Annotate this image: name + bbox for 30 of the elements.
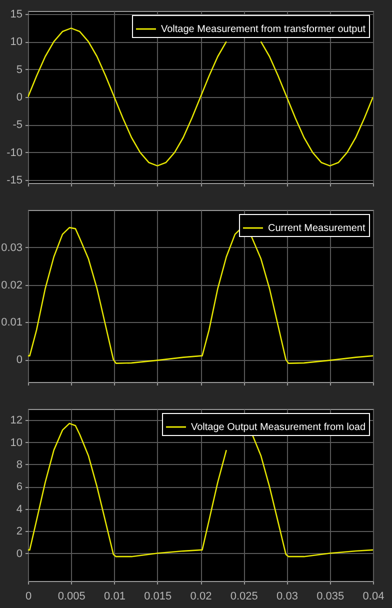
- x-tick-label: 0.015: [144, 590, 172, 602]
- y-tick-label: -10: [6, 146, 22, 159]
- y-tick-label: 5: [16, 64, 22, 76]
- x-tick-label: 0: [25, 590, 32, 602]
- y-tick-label: 15: [10, 8, 22, 20]
- x-tick-label: 0.03: [276, 590, 298, 602]
- x-tick-label: 0.035: [316, 590, 344, 602]
- y-tick-label: 2: [16, 526, 22, 538]
- x-tick-label: 0.025: [230, 590, 258, 602]
- x-tick-label: 0.02: [190, 590, 212, 602]
- legend-label: Voltage Measurement from transformer output: [161, 24, 366, 35]
- y-tick-label: 0: [16, 548, 22, 560]
- y-tick-label: 6: [16, 481, 22, 494]
- y-tick-label: 8: [16, 458, 22, 471]
- y-tick-label: 0.03: [1, 242, 22, 254]
- legend-label: Current Measurement: [268, 223, 366, 234]
- x-tick-label: 0.01: [104, 590, 126, 602]
- y-tick-label: 10: [10, 436, 22, 449]
- legend-label: Voltage Output Measurement from load: [191, 422, 366, 433]
- y-tick-label: 4: [16, 503, 22, 516]
- x-tick-label: 0.04: [362, 590, 384, 602]
- y-tick-label: -5: [12, 119, 22, 132]
- y-tick-label: -15: [6, 174, 22, 187]
- y-tick-label: 12: [10, 414, 22, 427]
- y-tick-label: 0.01: [1, 316, 22, 329]
- y-tick-label: 0: [16, 354, 22, 366]
- y-tick-label: 0.02: [1, 279, 22, 292]
- x-tick-label: 0.005: [58, 590, 86, 602]
- y-tick-label: 10: [10, 36, 22, 48]
- y-tick-label: 0: [16, 92, 22, 104]
